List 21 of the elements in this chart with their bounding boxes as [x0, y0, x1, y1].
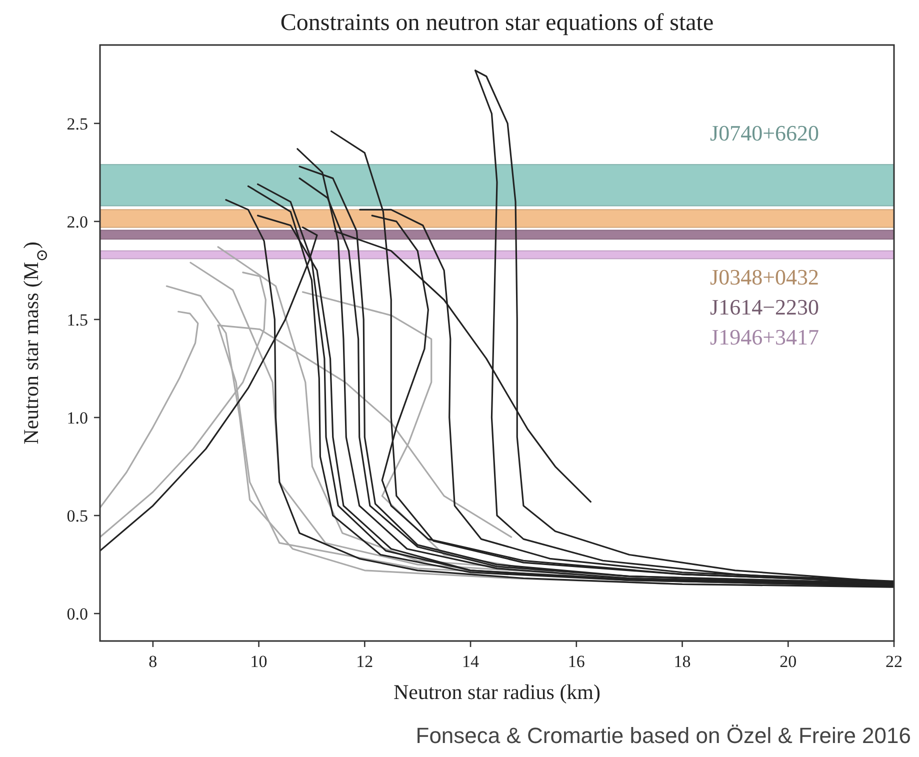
x-tick-label: 12: [356, 652, 374, 671]
band-label: J0740+6620: [710, 120, 819, 146]
y-tick-label: 0.5: [66, 506, 88, 526]
chart-title: Constraints on neutron star equations of state: [280, 10, 714, 36]
y-tick-label: 1.0: [66, 408, 88, 428]
band-label: J1614−2230: [710, 294, 819, 320]
x-tick-label: 10: [250, 652, 268, 671]
x-tick-label: 18: [674, 652, 691, 671]
y-tick-label: 2.5: [66, 114, 88, 134]
x-axis-title: Neutron star radius (km): [393, 680, 601, 704]
x-tick-label: 16: [568, 652, 585, 671]
x-tick-label: 8: [148, 652, 158, 671]
y-tick-label: 1.5: [66, 310, 88, 330]
band-label: J0348+0432: [710, 264, 819, 290]
y-tick-label: 2.0: [66, 212, 88, 232]
x-tick-label: 22: [886, 652, 902, 671]
text: Fonseca & Cromartie based on Özel & Freire 2016: [416, 723, 911, 748]
y-tick-label: 0.0: [66, 604, 88, 624]
x-tick-label: 14: [462, 652, 480, 671]
x-tick-label: 20: [780, 652, 797, 671]
band-label: J1946+3417: [710, 324, 819, 350]
